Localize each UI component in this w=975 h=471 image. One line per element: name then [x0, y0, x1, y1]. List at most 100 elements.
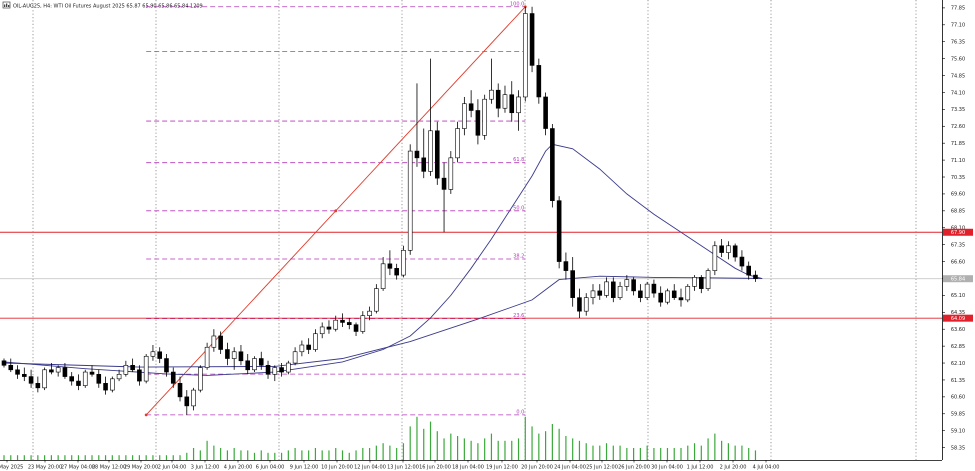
candle[interactable] — [753, 270, 758, 282]
candle[interactable] — [475, 99, 481, 145]
candle[interactable] — [414, 83, 420, 167]
candle[interactable] — [495, 83, 501, 118]
candle[interactable] — [76, 374, 81, 391]
candle[interactable] — [624, 275, 630, 291]
candle[interactable] — [231, 347, 237, 370]
candle[interactable] — [367, 306, 372, 321]
candle[interactable] — [170, 367, 176, 388]
candle[interactable] — [1, 358, 7, 368]
candle[interactable] — [522, 6, 528, 102]
candle[interactable] — [556, 196, 562, 269]
candle[interactable] — [177, 376, 183, 402]
candle[interactable] — [692, 275, 697, 291]
candle[interactable] — [638, 284, 643, 303]
candle[interactable] — [665, 288, 670, 305]
candle[interactable] — [380, 257, 386, 291]
candle[interactable] — [265, 360, 271, 379]
candle[interactable] — [699, 275, 704, 294]
candle[interactable] — [631, 277, 636, 296]
candle[interactable] — [130, 358, 135, 373]
candle[interactable] — [536, 58, 542, 104]
candle[interactable] — [137, 365, 142, 386]
candle[interactable] — [739, 250, 745, 271]
candle[interactable] — [89, 365, 95, 377]
candle[interactable] — [96, 369, 102, 388]
candle[interactable] — [428, 58, 433, 176]
candle[interactable] — [407, 144, 413, 255]
candle[interactable] — [719, 239, 724, 258]
candle[interactable] — [28, 369, 34, 388]
candle[interactable] — [732, 243, 738, 262]
candle[interactable] — [313, 329, 318, 352]
candle[interactable] — [164, 354, 169, 377]
candle[interactable] — [685, 284, 691, 303]
candle[interactable] — [705, 268, 711, 291]
candle[interactable] — [617, 281, 623, 300]
candle[interactable] — [245, 354, 251, 375]
candle[interactable] — [292, 347, 298, 366]
candle[interactable] — [746, 261, 752, 280]
candle[interactable] — [15, 365, 20, 379]
candle[interactable] — [157, 347, 163, 364]
candle[interactable] — [610, 277, 616, 303]
candle[interactable] — [35, 376, 41, 393]
candle[interactable] — [184, 390, 190, 415]
candle[interactable] — [482, 94, 487, 140]
candle[interactable] — [103, 376, 108, 395]
candle[interactable] — [252, 356, 257, 373]
candle[interactable] — [143, 354, 149, 384]
candle[interactable] — [421, 128, 427, 179]
candle[interactable] — [671, 284, 677, 300]
candle[interactable] — [516, 90, 521, 131]
candle[interactable] — [577, 288, 582, 318]
candle[interactable] — [191, 387, 196, 411]
candle[interactable] — [590, 284, 596, 305]
candle[interactable] — [462, 96, 467, 136]
candle[interactable] — [726, 241, 731, 260]
candle[interactable] — [468, 90, 474, 118]
candle[interactable] — [225, 342, 230, 366]
candle[interactable] — [211, 329, 217, 352]
candle[interactable] — [583, 293, 589, 316]
candle[interactable] — [374, 284, 379, 314]
candle[interactable] — [49, 363, 54, 375]
candle[interactable] — [258, 351, 264, 370]
trendline-anchor[interactable] — [334, 209, 338, 213]
candle[interactable] — [543, 92, 548, 136]
candle[interactable] — [448, 151, 454, 194]
candle[interactable] — [387, 250, 393, 276]
candle[interactable] — [502, 85, 508, 113]
candle[interactable] — [658, 286, 663, 307]
candle[interactable] — [353, 322, 359, 336]
candle[interactable] — [644, 281, 650, 300]
candle[interactable] — [550, 124, 555, 208]
candle[interactable] — [678, 288, 684, 307]
candle[interactable] — [597, 284, 603, 300]
candle[interactable] — [22, 367, 27, 382]
candle[interactable] — [563, 252, 569, 280]
candle[interactable] — [150, 345, 156, 361]
candle[interactable] — [604, 277, 609, 298]
candle[interactable] — [299, 340, 305, 357]
candle[interactable] — [712, 241, 718, 276]
candle[interactable] — [651, 279, 657, 298]
candle[interactable] — [346, 317, 352, 330]
candle[interactable] — [55, 365, 61, 377]
candle[interactable] — [286, 360, 291, 375]
candle[interactable] — [123, 360, 129, 377]
candle[interactable] — [319, 322, 325, 339]
candle[interactable] — [441, 162, 447, 233]
candle[interactable] — [198, 365, 203, 393]
candle[interactable] — [340, 313, 345, 327]
candle[interactable] — [401, 245, 406, 278]
candle[interactable] — [116, 369, 122, 382]
candle[interactable] — [8, 358, 14, 373]
candle[interactable] — [62, 363, 68, 379]
candle[interactable] — [434, 121, 440, 185]
candle[interactable] — [42, 367, 47, 391]
candle[interactable] — [82, 369, 88, 388]
candle[interactable] — [394, 263, 399, 280]
candle[interactable] — [333, 315, 339, 332]
